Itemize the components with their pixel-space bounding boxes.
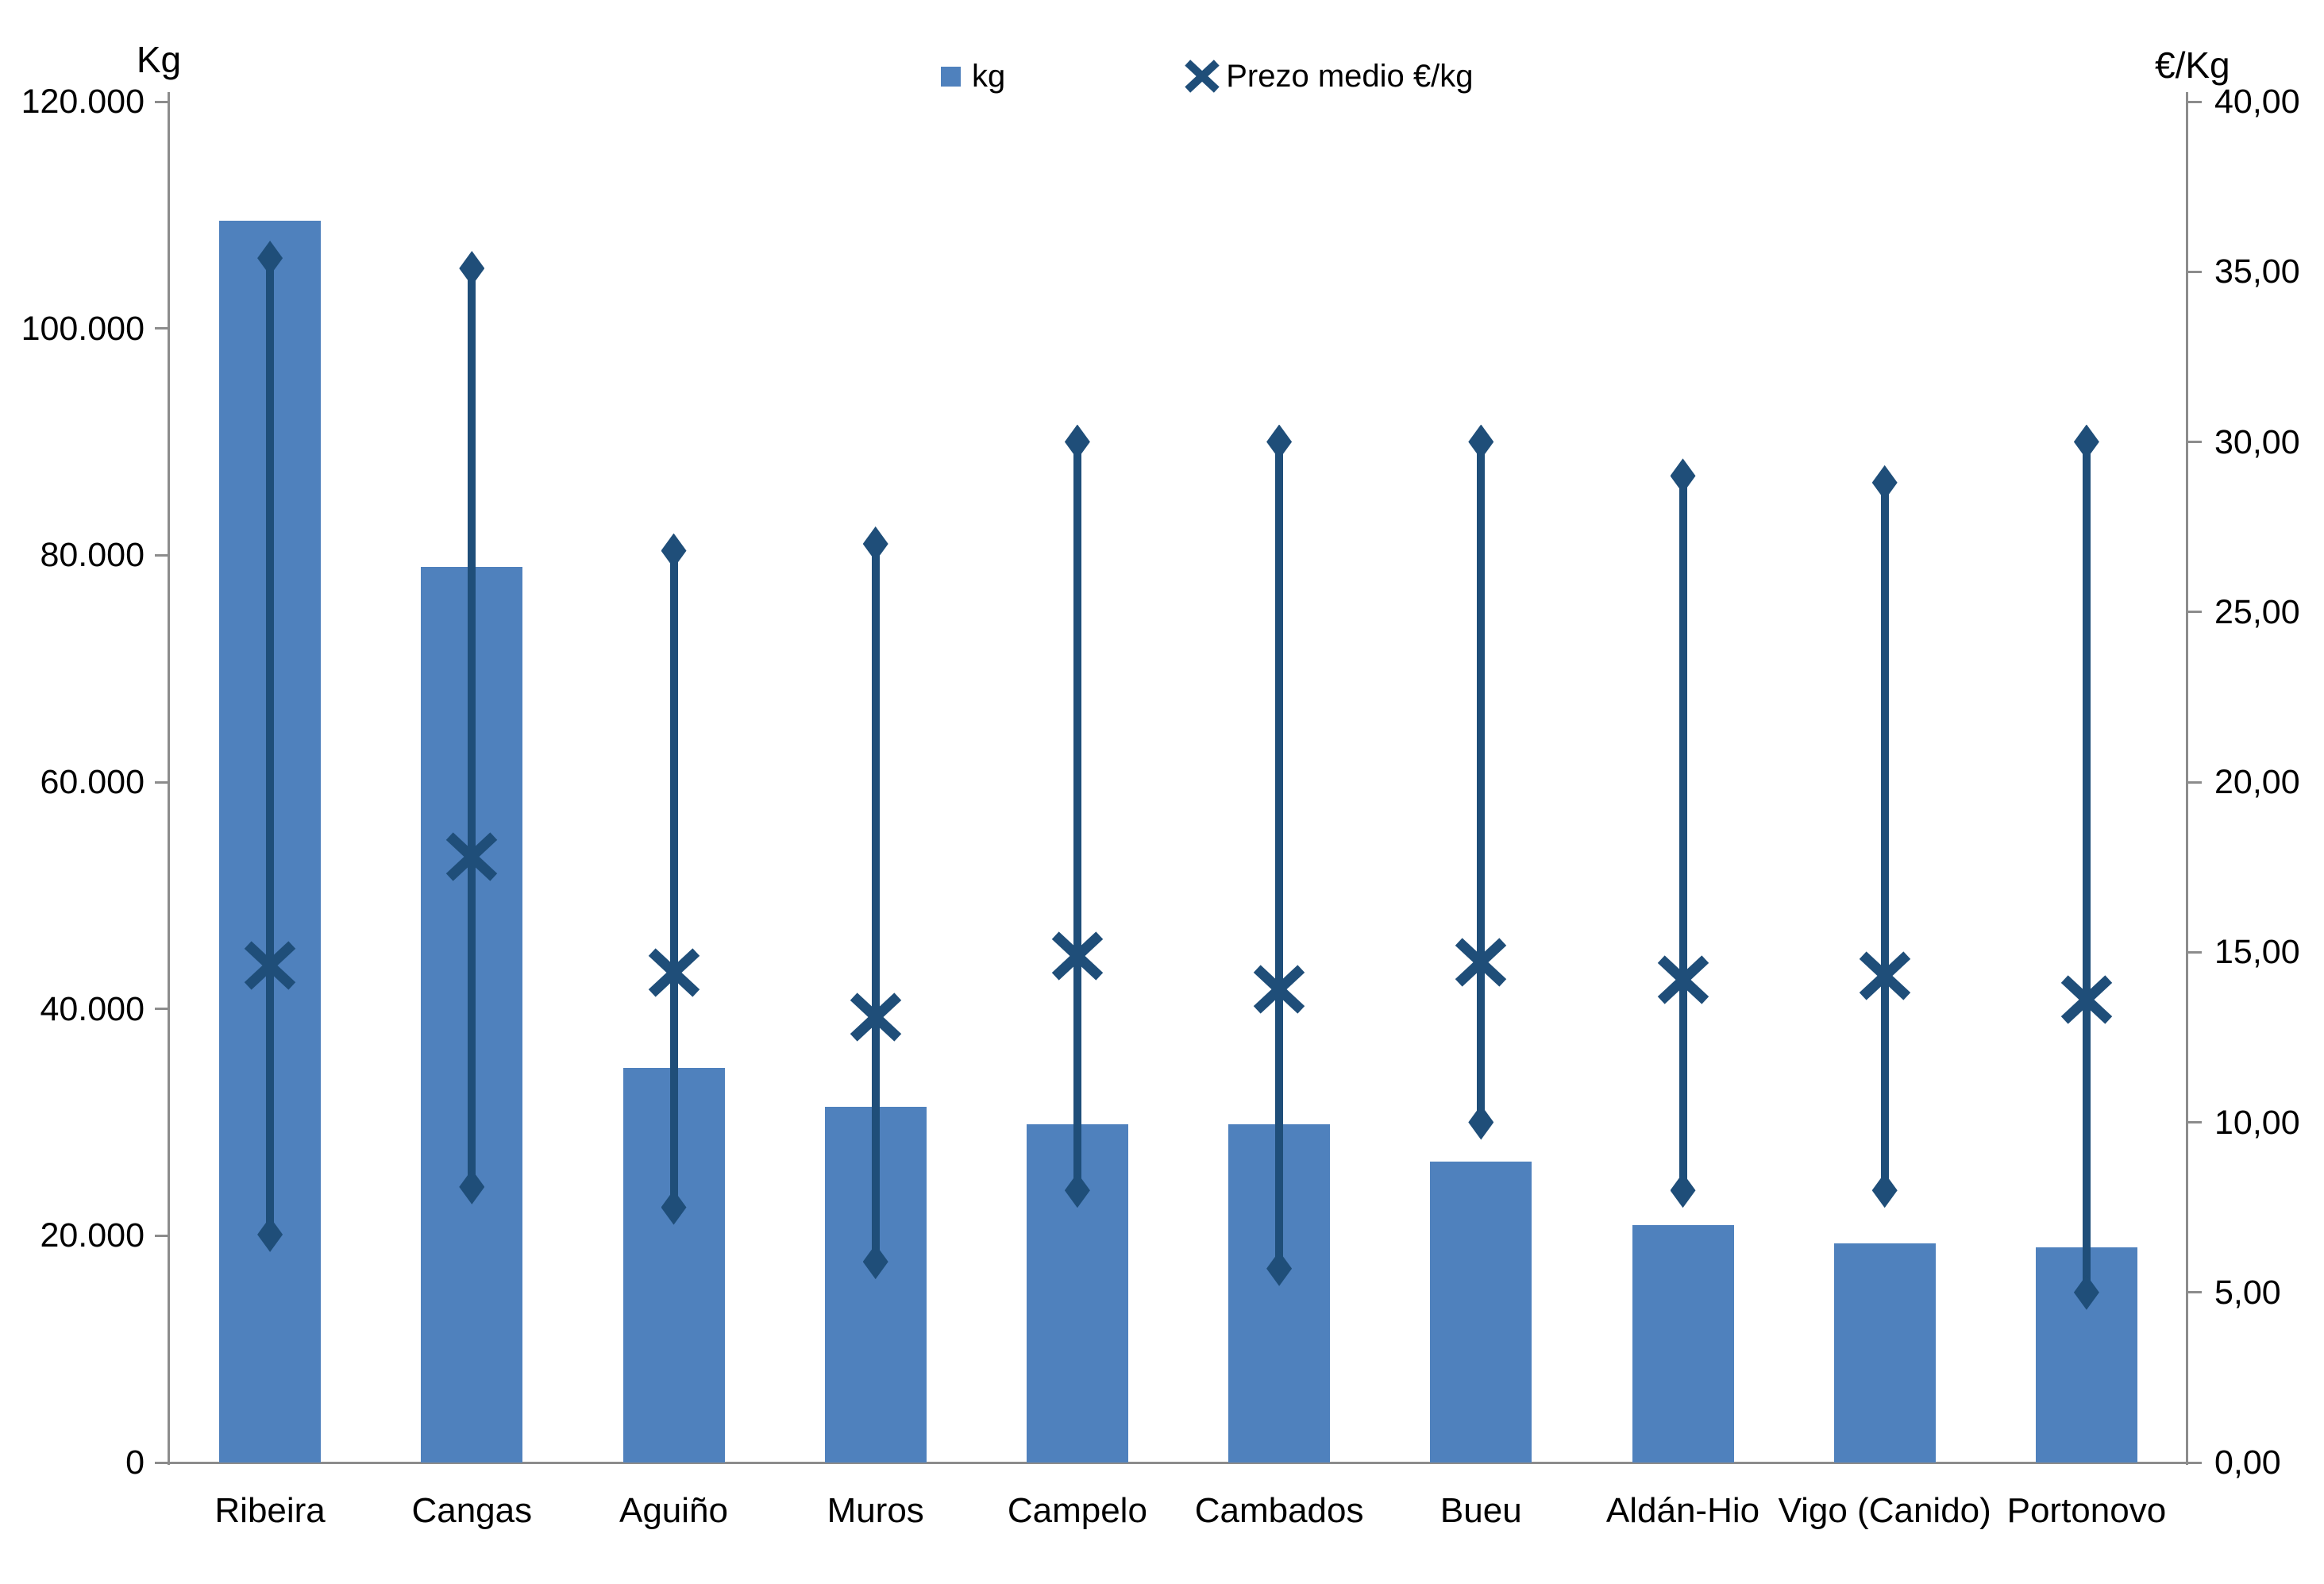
right-axis-tick-label: 0,00 [2214, 1443, 2281, 1482]
left-axis-tick [155, 100, 169, 103]
price-low-diamond-icon [1871, 1173, 1898, 1208]
left-axis-tick [155, 1234, 169, 1237]
right-axis-tick [2187, 270, 2202, 273]
right-axis-tick-label: 20,00 [2214, 763, 2300, 801]
price-high-diamond-icon [1266, 424, 1293, 460]
right-axis-tick [2187, 1121, 2202, 1123]
price-low-diamond-icon [1670, 1173, 1696, 1208]
right-axis-tick [2187, 441, 2202, 443]
price-range-line [871, 544, 880, 1262]
left-axis-tick-label: 120.000 [21, 83, 145, 121]
price-range-line [266, 258, 275, 1235]
kg-bar [1833, 1243, 1936, 1463]
price-average-x-icon [1257, 965, 1301, 1013]
price-average-x-icon [1661, 956, 1705, 1004]
left-axis-tick-label: 40.000 [40, 989, 145, 1028]
right-axis-tick-label: 25,00 [2214, 592, 2300, 631]
left-axis-tick-label: 20.000 [40, 1216, 145, 1255]
price-range-line [1073, 441, 1081, 1191]
left-axis-tick-label: 60.000 [40, 763, 145, 801]
kg-bar [1632, 1225, 1734, 1463]
left-axis-tick [155, 553, 169, 557]
prezo-medio-x-icon [1188, 60, 1216, 92]
price-range-line [2082, 441, 2091, 1293]
category-label: Aldán-Hio [1605, 1491, 1760, 1530]
category-label: Vigo (Canido) [1778, 1491, 1991, 1530]
legend-label-kg: kg [972, 58, 1006, 94]
price-average-x-icon [1055, 932, 1100, 980]
price-average-x-icon [248, 942, 292, 989]
right-axis-tick-label: 15,00 [2214, 933, 2300, 972]
price-high-diamond-icon [1064, 424, 1090, 460]
price-high-diamond-icon [459, 250, 485, 286]
price-high-diamond-icon [1871, 464, 1898, 500]
left-axis-tick-label: 0 [125, 1443, 145, 1482]
right-axis-title: €/Kg [2155, 44, 2230, 86]
category-label: Ribeira [214, 1491, 326, 1530]
category-label: Aguiño [619, 1491, 728, 1530]
price-average-x-icon [854, 993, 898, 1041]
left-axis-tick [155, 1008, 169, 1011]
price-high-diamond-icon [1468, 424, 1494, 460]
price-high-diamond-icon [1670, 458, 1696, 494]
right-axis-tick [2187, 1291, 2202, 1294]
category-label: Cambados [1194, 1491, 1364, 1530]
price-average-x-icon [1459, 938, 1503, 986]
price-average-x-icon [1863, 952, 1907, 1000]
right-axis-tick [2187, 780, 2202, 784]
category-label: Portonovo [2006, 1491, 2167, 1530]
right-axis-tick-label: 30,00 [2214, 422, 2300, 461]
category-label: Campelo [1007, 1491, 1147, 1530]
price-average-x-icon [449, 833, 494, 881]
right-axis-tick-label: 10,00 [2214, 1103, 2300, 1142]
price-range-line [1477, 441, 1486, 1123]
price-range-line [1678, 476, 1687, 1191]
right-axis-tick-label: 5,00 [2214, 1273, 2281, 1312]
right-axis-tick [2187, 100, 2202, 103]
right-axis-tick [2187, 950, 2202, 954]
price-average-x-icon [652, 949, 696, 996]
price-low-diamond-icon [1468, 1104, 1494, 1140]
right-axis-tick [2187, 1461, 2202, 1464]
left-axis-title: Kg [136, 39, 182, 80]
category-label: Muros [827, 1491, 924, 1530]
kg-series-swatch-icon [941, 66, 961, 87]
price-high-diamond-icon [862, 526, 888, 562]
price-high-diamond-icon [2073, 424, 2099, 460]
right-axis-tick [2187, 611, 2202, 614]
left-axis-tick-label: 100.000 [21, 309, 145, 348]
legend: kg Prezo medio €/kg [941, 54, 1474, 98]
left-axis-tick-label: 80.000 [40, 536, 145, 575]
category-label: Cangas [411, 1491, 533, 1530]
category-label: Bueu [1439, 1491, 1522, 1530]
x-axis-line [168, 1462, 2188, 1464]
right-axis-tick-label: 35,00 [2214, 252, 2300, 291]
kg-bar [1430, 1162, 1532, 1463]
left-axis-tick [155, 780, 169, 784]
left-axis-tick [155, 1461, 169, 1464]
price-range-line [1880, 482, 1889, 1191]
price-high-diamond-icon [661, 533, 687, 568]
right-y-axis-line [2186, 92, 2188, 1465]
left-y-axis-line [168, 92, 170, 1465]
left-axis-tick [155, 327, 169, 330]
price-average-x-icon [2064, 976, 2109, 1023]
price-range-line [669, 550, 678, 1208]
legend-label-prezo-medio: Prezo medio €/kg [1226, 58, 1474, 94]
right-axis-tick-label: 40,00 [2214, 83, 2300, 121]
price-range-line [468, 268, 476, 1187]
price-range-line [1275, 441, 1284, 1269]
